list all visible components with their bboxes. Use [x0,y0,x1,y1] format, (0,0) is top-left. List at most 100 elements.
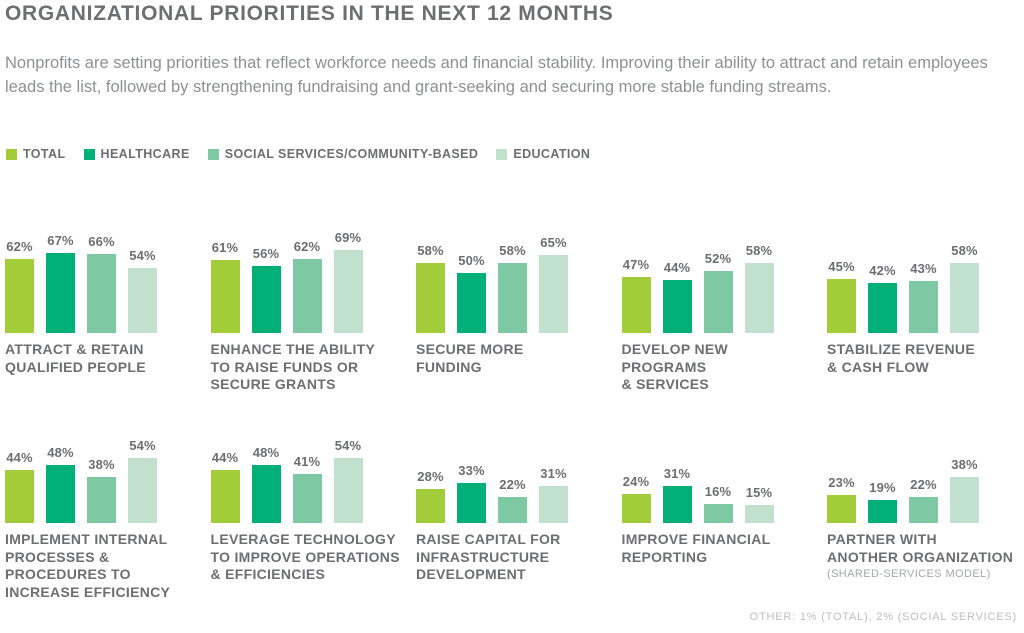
bar-group-leverage-technology: 44% 48% 41% 54% LEVERAGE TECHNOLOGY TO IMPRO… [210,413,417,601]
bar-total [210,259,240,333]
bar-social-services-community-based [909,281,938,333]
bar-cell-education: 65% [539,235,568,333]
bar-cell-total: 58% [416,243,445,333]
bar-value-label: 16% [704,483,732,499]
bar-healthcare [868,282,897,333]
bar-cell-total: 44% [210,450,240,523]
bar-education [128,458,157,523]
bar-cell-social-services-community-based: 38% [87,457,116,523]
bar-value-label: 52% [704,250,732,266]
bar-healthcare [457,483,486,523]
bar-healthcare [46,252,75,333]
bar-value-label: 62% [293,238,321,254]
bar-cell-total: 28% [416,469,445,523]
bar-cluster: 62% 67% 66% 54% [5,223,211,333]
bar-social-services-community-based [703,270,733,333]
bar-cell-total: 61% [210,239,240,333]
category-label: STABILIZE REVENUE & CASH FLOW [827,341,975,375]
bar-social-services-community-based [498,263,527,333]
bar-cluster: 24% 31% 16% 15% [621,413,828,523]
bar-value-label: 33% [458,463,485,479]
bar-value-label: 50% [458,253,485,268]
bar-cell-healthcare: 48% [46,445,75,523]
bar-cell-healthcare: 31% [662,465,692,523]
bar-healthcare [251,265,281,333]
bar-cell-healthcare: 33% [457,463,486,523]
bar-value-label: 31% [540,465,567,481]
bar-value-label: 22% [910,476,937,492]
bar-cell-education: 15% [744,485,774,523]
bar-value-label: 65% [540,235,567,250]
bar-value-label: 58% [417,243,444,259]
bar-group-attract-retain: 62% 67% 66% 54% ATTRACT & RETAIN QUALIFIED P… [5,223,211,394]
footnote: OTHER: 1% (TOTAL), 2% (SOCIAL SERVICES) [749,611,1017,623]
bar-value-label: 23% [828,475,855,491]
bar-value-label: 38% [951,457,978,473]
bar-cell-social-services-community-based: 52% [703,250,733,333]
bar-cell-healthcare: 42% [868,263,897,333]
legend-label: TOTAL [23,147,66,161]
legend-item-healthcare: HEALTHCARE [83,147,190,161]
bar-cell-social-services-community-based: 58% [498,243,527,333]
bar-value-label: 58% [745,243,773,259]
category-label: PARTNER WITH ANOTHER ORGANIZATION [827,531,1014,565]
bar-total [621,276,651,333]
bar-education [539,255,568,333]
bar-group-stabilize-revenue: 45% 42% 43% 58% STABILIZE REVENUE & CASH FLO… [827,223,1024,394]
legend-swatch-icon [496,148,508,160]
bar-cell-education: 31% [539,466,568,523]
category-label: ENHANCE THE ABILITY TO RAISE FUNDS OR SE… [210,341,376,392]
legend-swatch-icon [207,148,219,160]
bar-education [950,263,979,333]
bar-value-label: 43% [910,261,937,277]
bar-healthcare [46,465,75,523]
bar-cell-total: 62% [5,239,34,333]
bar-value-label: 31% [663,465,691,481]
bar-social-services-community-based [703,503,733,523]
bar-value-label: 62% [6,238,33,254]
bar-total [210,470,240,523]
bar-cell-social-services-community-based: 22% [909,477,938,523]
bar-cell-healthcare: 67% [46,233,75,333]
bar-cell-total: 45% [827,259,856,333]
bar-social-services-community-based [909,496,938,523]
bar-education [744,263,774,333]
category-label: LEVERAGE TECHNOLOGY TO IMPROVE OPERATION… [210,531,400,582]
bar-value-label: 44% [663,260,691,276]
category-label: IMPLEMENT INTERNAL PROCESSES & PROCEDURE… [5,531,171,600]
bar-cluster: 45% 42% 43% 58% [827,223,1024,333]
legend-swatch-icon [6,148,17,160]
bar-cell-total: 47% [621,257,651,333]
bar-cell-education: 38% [950,457,979,523]
bar-cell-total: 24% [621,474,651,523]
bar-healthcare [662,485,692,523]
bar-value-label: 45% [828,259,855,274]
bar-value-label: 38% [88,457,115,473]
bar-value-label: 44% [211,450,239,466]
bar-value-label: 24% [622,474,650,490]
bar-cell-social-services-community-based: 43% [909,261,938,333]
bar-value-label: 42% [869,262,896,278]
bar-total [621,494,651,523]
legend-item-total: TOTAL [6,147,66,161]
bar-group-improve-financial: 24% 31% 16% 15% IMPROVE FINANCIAL REPORTING [621,413,828,601]
bar-healthcare [868,500,897,523]
bar-total [827,495,856,523]
bar-value-label: 67% [47,232,74,248]
bar-social-services-community-based [87,477,116,523]
bar-value-label: 61% [211,239,239,255]
bar-cluster: 23% 19% 22% 38% [827,413,1024,523]
bar-total [416,489,445,523]
bar-cell-social-services-community-based: 66% [87,234,116,333]
bar-cell-education: 54% [128,248,157,333]
legend-label: EDUCATION [513,147,591,161]
bar-cell-total: 23% [827,475,856,523]
bar-cell-healthcare: 44% [662,260,692,333]
bar-group-enhance-the-ability: 61% 56% 62% 69% ENHANCE THE ABILITY TO RAISE… [210,223,417,394]
bar-value-label: 15% [745,485,773,500]
bar-cell-social-services-community-based: 41% [292,454,322,523]
page-title: ORGANIZATIONAL PRIORITIES IN THE NEXT 12… [5,2,614,25]
bar-cluster: 28% 33% 22% 31% [416,413,622,523]
bar-education [333,458,363,523]
bar-value-label: 56% [252,245,280,261]
